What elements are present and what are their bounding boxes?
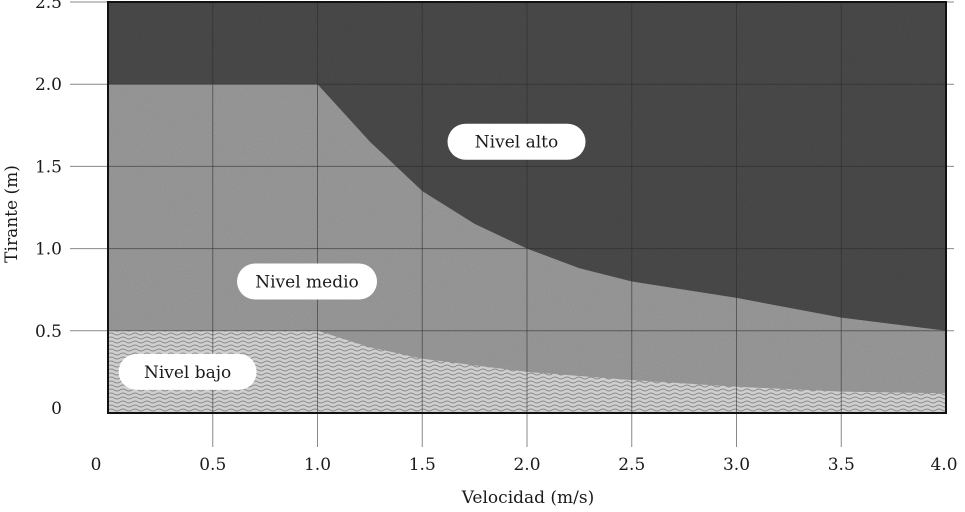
x-axis-label: Velocidad (m/s) [461, 488, 595, 508]
x-tick-label: 3.0 [723, 455, 750, 475]
y-tick-label: 1.0 [35, 240, 62, 260]
label-pill [237, 263, 378, 300]
y-tick-label: 0 [51, 399, 62, 419]
x-tick-label: 0 [91, 455, 102, 475]
plot-frame [107, 1, 947, 414]
region-label-text: Nivel medio [255, 272, 359, 292]
x-tick-label: 2.0 [513, 455, 540, 475]
x-tick-label: 1.5 [409, 455, 436, 475]
x-tick-label: 0.5 [199, 455, 226, 475]
x-tick-label: 2.5 [618, 455, 645, 475]
x-tick-label: 1.0 [304, 455, 331, 475]
region-label-nivel-medio: Nivel medio [237, 263, 378, 300]
region-label-text: Nivel alto [475, 133, 558, 153]
x-tick-label: 3.5 [828, 455, 855, 475]
label-pill [118, 353, 257, 390]
y-tick-label: 0.5 [35, 322, 62, 342]
x-tick-label: 4.0 [930, 455, 957, 475]
region-label-nivel-bajo: Nivel bajo [118, 353, 257, 390]
y-tick-label: 1.5 [35, 157, 62, 177]
label-pill [447, 123, 586, 160]
region-label-nivel-alto: Nivel alto [447, 123, 586, 160]
region-label-text: Nivel bajo [144, 363, 231, 383]
y-tick-label: 2.0 [35, 75, 62, 95]
y-axis-label: Tirante (m) [2, 165, 22, 263]
y-tick-label: 2.5 [35, 0, 62, 13]
